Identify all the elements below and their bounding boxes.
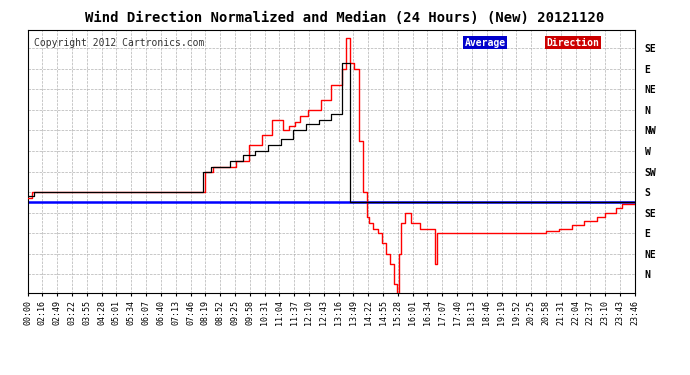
Text: Wind Direction Normalized and Median (24 Hours) (New) 20121120: Wind Direction Normalized and Median (24… — [86, 11, 604, 25]
Text: Copyright 2012 Cartronics.com: Copyright 2012 Cartronics.com — [34, 38, 204, 48]
Text: Direction: Direction — [546, 38, 600, 48]
Text: Average: Average — [465, 38, 506, 48]
